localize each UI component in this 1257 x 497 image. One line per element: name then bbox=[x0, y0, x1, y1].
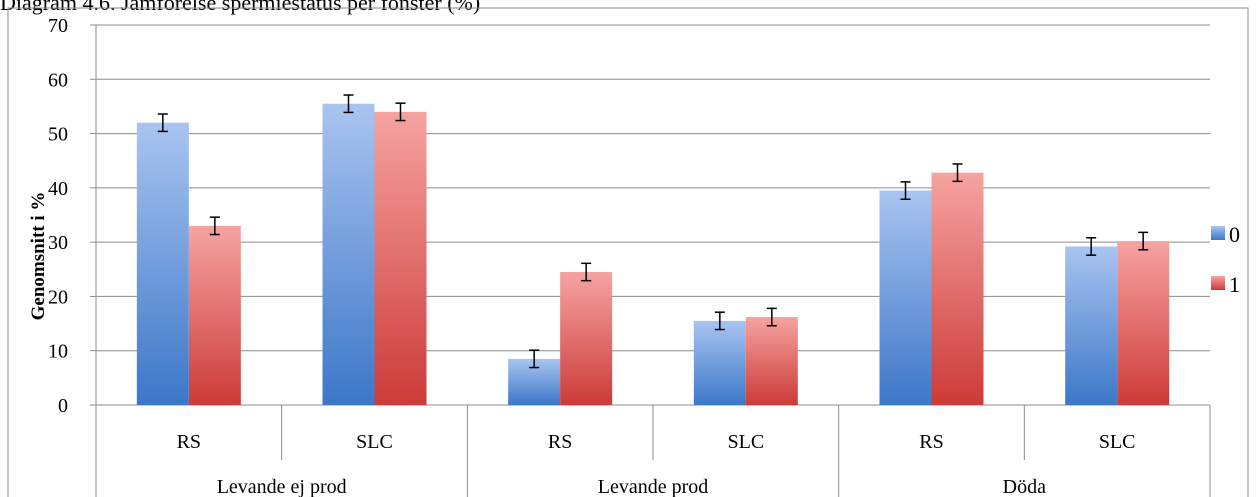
x-axis: RS SLC Levande ej prod RS SLC Levande prod RS S… bbox=[95, 405, 1211, 497]
bars bbox=[136, 94, 1170, 405]
x-category-label: SLC bbox=[356, 431, 393, 453]
y-tick-label: 70 bbox=[48, 15, 68, 37]
legend: 01 bbox=[1211, 222, 1240, 297]
bar-series-1 bbox=[745, 317, 798, 405]
y-axis: 0 10 20 30 40 50 60 70 bbox=[48, 15, 97, 497]
legend-swatch-0 bbox=[1211, 226, 1225, 240]
gridlines bbox=[96, 24, 1210, 406]
x-category-label: RS bbox=[919, 431, 943, 453]
y-tick-label: 50 bbox=[48, 124, 68, 146]
x-category-label: RS bbox=[548, 431, 572, 453]
y-tick-label: 40 bbox=[48, 178, 68, 200]
legend-label-0: 0 bbox=[1229, 222, 1240, 247]
legend-swatch-1 bbox=[1211, 276, 1225, 290]
y-tick-label: 10 bbox=[48, 341, 68, 363]
bar-series-1 bbox=[374, 111, 427, 405]
x-group-label: Döda bbox=[1003, 476, 1046, 497]
x-category-label: SLC bbox=[1099, 431, 1136, 453]
bar-series-1 bbox=[560, 272, 613, 405]
bar-series-0 bbox=[1065, 246, 1118, 405]
y-axis-label: Genomsnitt i % bbox=[28, 192, 49, 321]
x-group-label: Levande prod bbox=[598, 476, 709, 497]
y-tick-label: 30 bbox=[48, 232, 68, 254]
legend-label-1: 1 bbox=[1229, 272, 1240, 297]
bar-series-1 bbox=[1117, 241, 1170, 405]
y-tick-label: 20 bbox=[48, 286, 68, 308]
plot-frame bbox=[7, 7, 1249, 497]
y-tick-label: 0 bbox=[58, 395, 68, 417]
bar-series-1 bbox=[188, 225, 241, 405]
bar-series-0 bbox=[693, 320, 746, 405]
bar-series-0 bbox=[322, 103, 375, 405]
bar-series-0 bbox=[879, 190, 932, 405]
bar-series-0 bbox=[136, 122, 189, 405]
bar-series-1 bbox=[931, 172, 984, 405]
x-category-label: SLC bbox=[727, 431, 764, 453]
y-tick-label: 60 bbox=[48, 69, 68, 91]
x-category-label: RS bbox=[177, 431, 201, 453]
x-group-label: Levande ej prod bbox=[217, 476, 347, 497]
